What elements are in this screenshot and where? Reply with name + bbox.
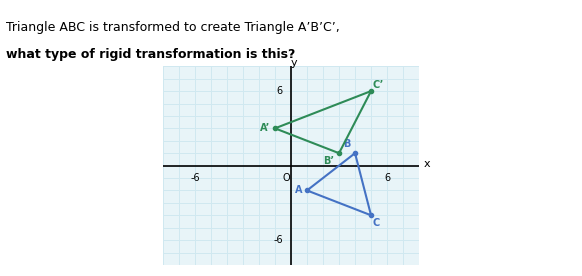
Text: A’: A’ bbox=[260, 123, 270, 133]
Text: -6: -6 bbox=[274, 235, 283, 245]
Text: 6: 6 bbox=[277, 86, 283, 96]
Text: y: y bbox=[291, 57, 297, 68]
Text: C’: C’ bbox=[372, 80, 384, 90]
Text: what type of rigid transformation is this?: what type of rigid transformation is thi… bbox=[6, 48, 295, 61]
Text: C: C bbox=[372, 218, 380, 228]
Text: B: B bbox=[343, 139, 350, 150]
Text: O: O bbox=[282, 173, 290, 183]
Text: Triangle ABC is transformed to create Triangle A’B’C’,: Triangle ABC is transformed to create Tr… bbox=[6, 21, 343, 34]
Text: 6: 6 bbox=[384, 173, 390, 183]
Text: -6: -6 bbox=[190, 173, 200, 183]
Text: x: x bbox=[424, 159, 430, 169]
Text: B’: B’ bbox=[323, 156, 334, 166]
Text: A: A bbox=[294, 185, 302, 195]
